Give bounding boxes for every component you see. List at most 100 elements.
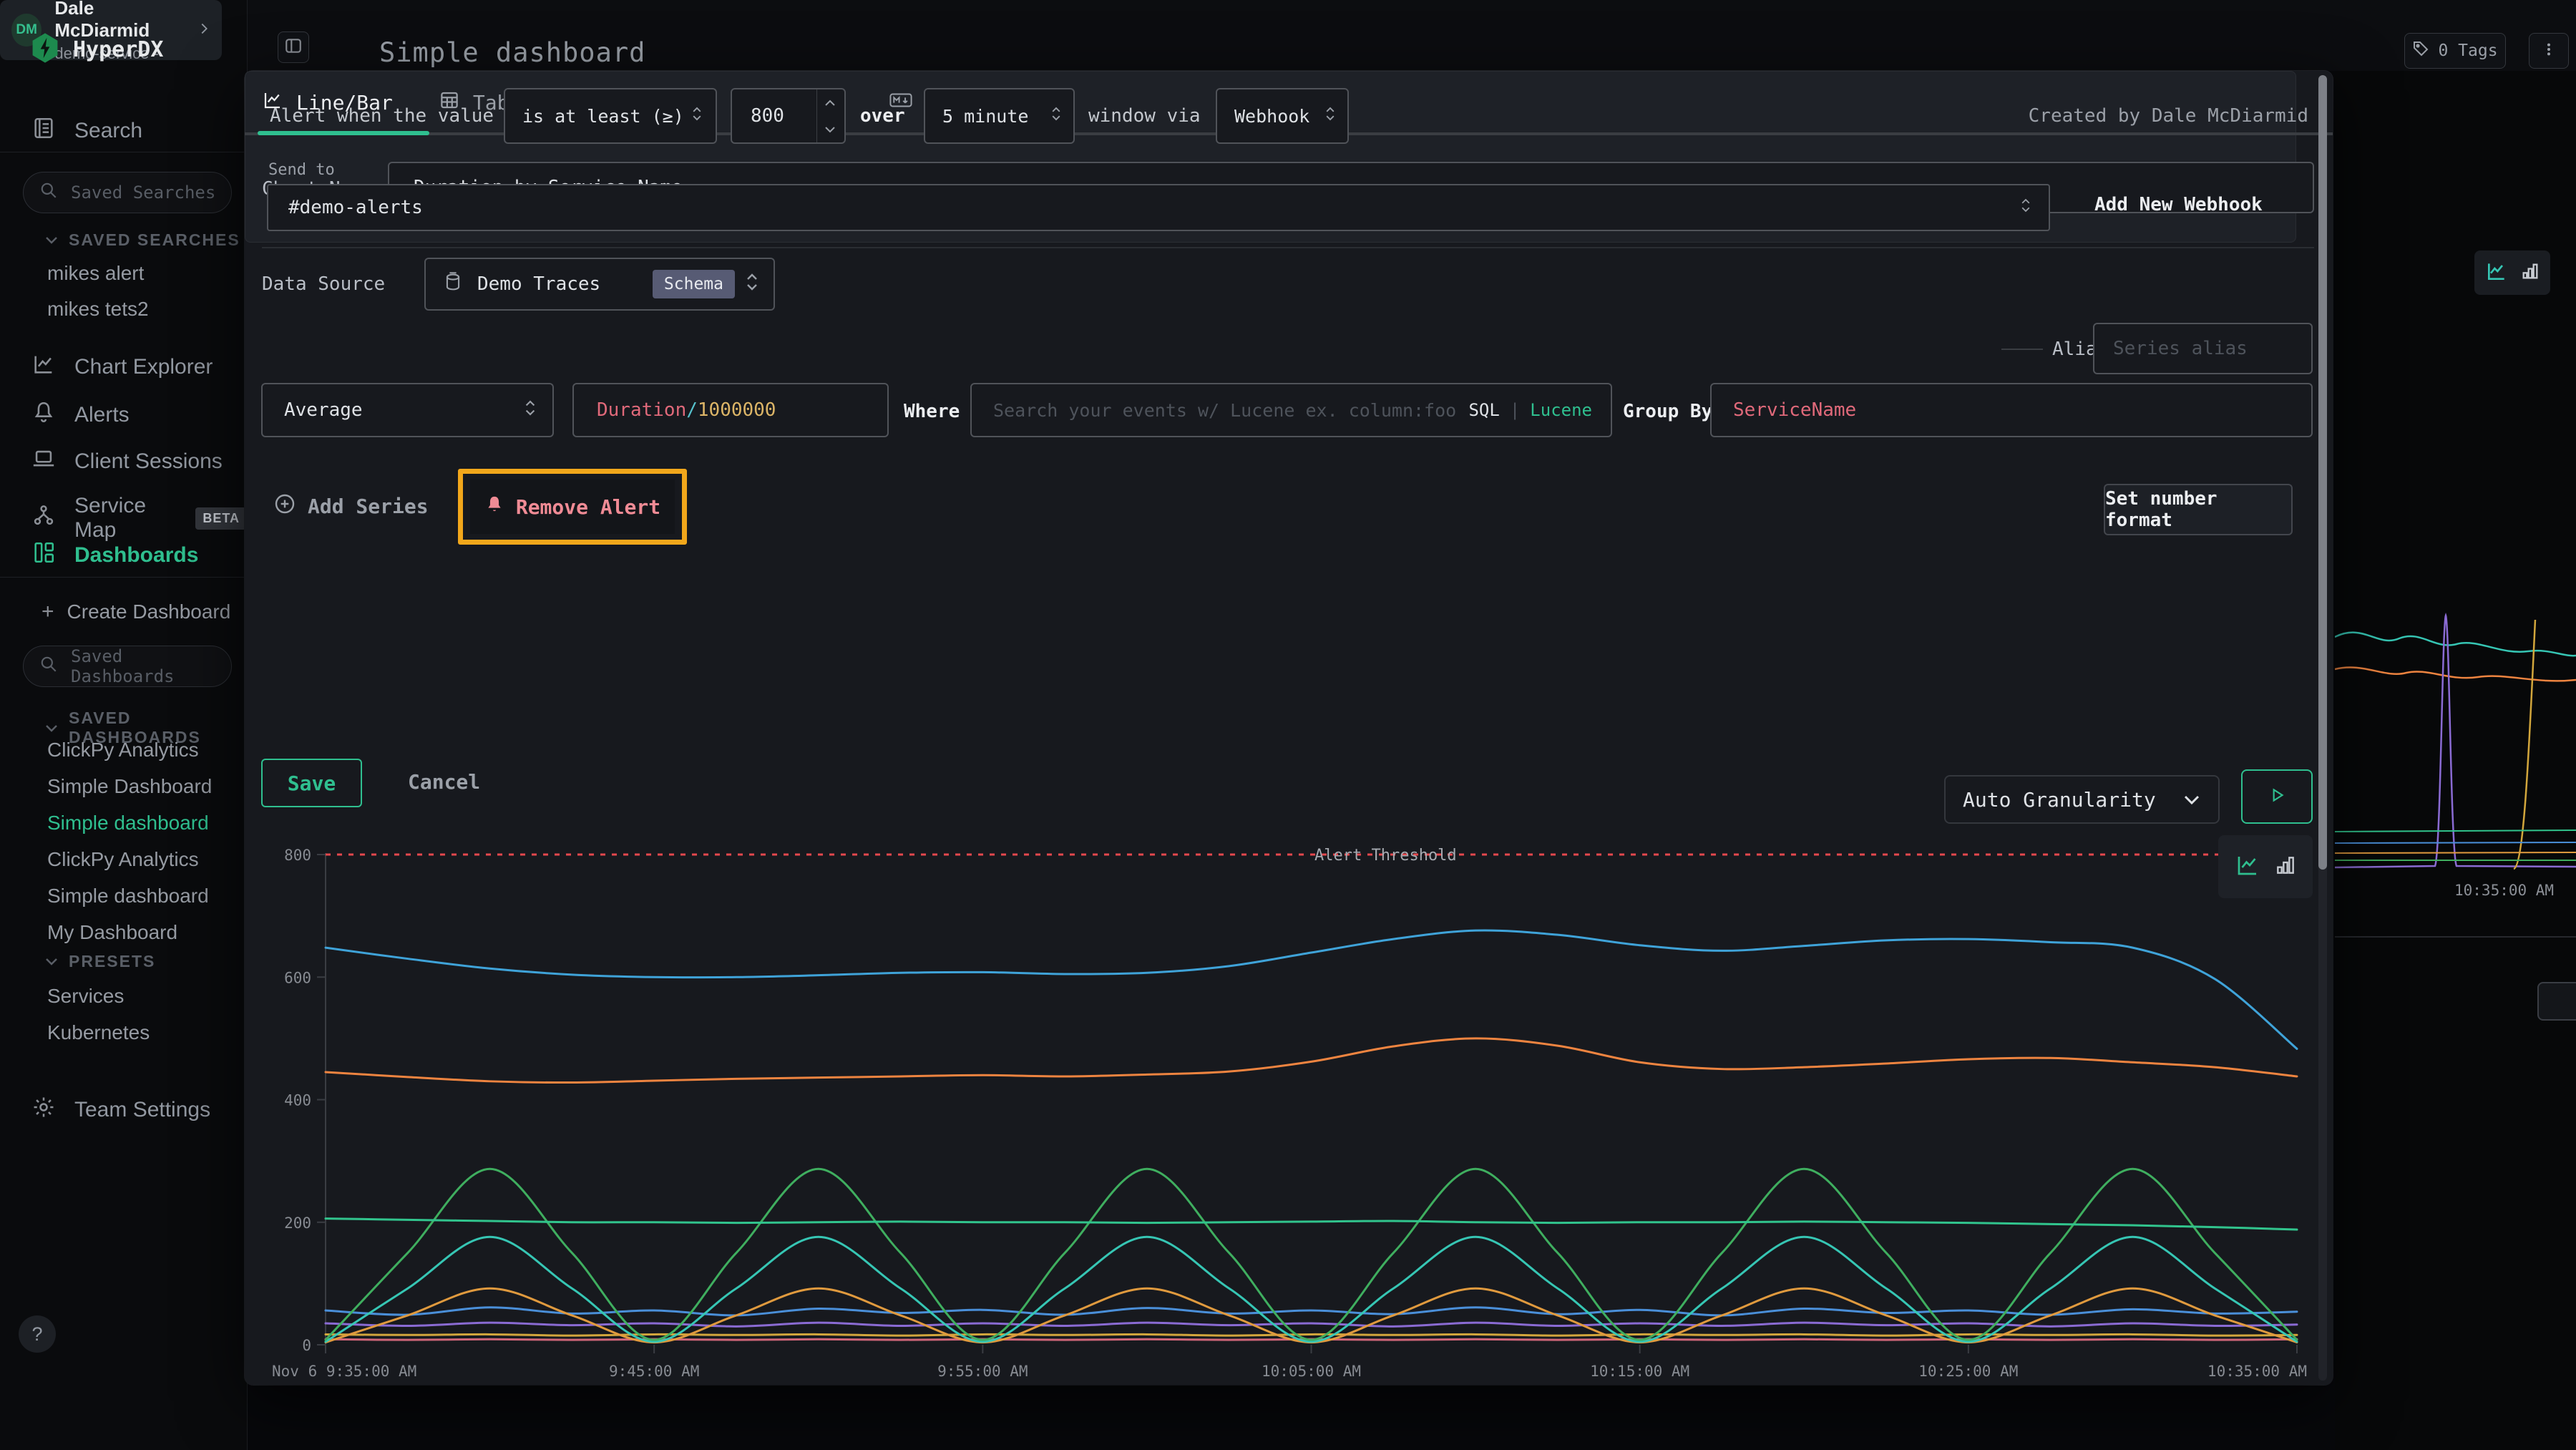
save-button[interactable]: Save bbox=[261, 759, 362, 807]
help-button[interactable]: ? bbox=[19, 1315, 56, 1353]
query-language-switch[interactable]: SQL | Lucene bbox=[1468, 400, 1592, 420]
saved-search-item[interactable]: mikes alert bbox=[47, 262, 149, 285]
kebab-menu-button[interactable] bbox=[2529, 33, 2569, 69]
expr-value: 1000000 bbox=[698, 399, 776, 421]
threshold-number-input[interactable]: 800 bbox=[731, 88, 846, 144]
annotation-highlight-box: Remove Alert bbox=[458, 469, 687, 545]
data-source-select[interactable]: Demo Traces Schema bbox=[424, 258, 775, 311]
sidebar-item-chart-explorer[interactable]: Chart Explorer bbox=[31, 352, 213, 382]
add-series-button[interactable]: Add Series bbox=[273, 480, 429, 532]
sidebar-item-label: Client Sessions bbox=[74, 449, 223, 474]
saved-dashboard-item[interactable]: Simple dashboard bbox=[47, 885, 212, 908]
saved-searches-list: mikes alertmikes tets2 bbox=[0, 262, 102, 321]
tags-button[interactable]: 0 Tags bbox=[2404, 33, 2506, 69]
saved-dashboards-input[interactable]: Saved Dashboards bbox=[23, 646, 232, 687]
svg-text:10:25:00 AM: 10:25:00 AM bbox=[1918, 1363, 2018, 1380]
chevron-right-icon bbox=[196, 21, 212, 40]
comparator-select[interactable]: is at least (≥) bbox=[504, 88, 717, 144]
sidebar-item-dashboards[interactable]: Dashboards bbox=[31, 540, 198, 570]
background-mini-chart bbox=[2335, 594, 2576, 880]
saved-search-item[interactable]: mikes tets2 bbox=[47, 298, 149, 321]
over-label: over bbox=[860, 105, 905, 127]
chevron-up-down-icon bbox=[691, 104, 703, 127]
tab-active-underline bbox=[258, 131, 429, 135]
alert-config-panel: Alert when the value is at least (≥) 800… bbox=[245, 71, 2296, 243]
saved-dashboard-item[interactable]: My Dashboard bbox=[47, 921, 212, 944]
laptop-icon bbox=[31, 447, 56, 477]
alert-prefix-label: Alert when the value bbox=[270, 105, 494, 127]
saved-searches-header[interactable]: SAVED SEARCHES bbox=[44, 230, 240, 250]
number-stepper[interactable] bbox=[816, 89, 836, 142]
run-query-button[interactable] bbox=[2241, 769, 2313, 824]
lucene-option[interactable]: Lucene bbox=[1530, 400, 1592, 420]
chevron-down-icon bbox=[2182, 788, 2201, 812]
preset-item[interactable]: Services bbox=[47, 985, 150, 1008]
saved-dashboards-list: ClickPy AnalyticsSimple DashboardSimple … bbox=[0, 739, 165, 944]
create-dashboard-button[interactable]: + Create Dashboard bbox=[42, 600, 230, 624]
saved-dashboard-item[interactable]: ClickPy Analytics bbox=[47, 739, 212, 762]
sidebar-item-service-map[interactable]: Service Map BETA bbox=[31, 494, 247, 542]
add-new-webhook-button[interactable]: Add New Webhook bbox=[2094, 194, 2263, 215]
preset-item[interactable]: Kubernetes bbox=[47, 1021, 150, 1044]
bell-icon bbox=[31, 400, 56, 430]
saved-dashboard-item[interactable]: Simple Dashboard bbox=[47, 775, 212, 798]
plus-icon: + bbox=[42, 600, 54, 624]
bar-chart-icon bbox=[2520, 260, 2540, 286]
background-chart-type-toggle[interactable] bbox=[2474, 250, 2550, 295]
gear-icon bbox=[31, 1095, 56, 1125]
modal-scrollbar-thumb[interactable] bbox=[2318, 75, 2327, 870]
saved-searches-placeholder: Saved Searches bbox=[71, 183, 215, 203]
sidebar-item-alerts[interactable]: Alerts bbox=[31, 400, 130, 430]
where-search-input[interactable]: Search your events w/ Lucene ex. column:… bbox=[970, 383, 1612, 437]
sidebar-collapse-button[interactable] bbox=[278, 31, 309, 63]
logo[interactable]: HyperDX bbox=[31, 33, 163, 67]
set-number-format-button[interactable]: Set number format bbox=[2104, 484, 2293, 535]
granularity-select[interactable]: Auto Granularity bbox=[1944, 775, 2220, 824]
svg-text:Nov 6 9:35:00 AM: Nov 6 9:35:00 AM bbox=[272, 1363, 416, 1380]
chevron-down-icon bbox=[44, 952, 59, 971]
background-divider bbox=[2335, 936, 2576, 938]
sidebar-item-team-settings[interactable]: Team Settings bbox=[31, 1095, 210, 1125]
preview-chart: 0200400600800Nov 6 9:35:00 AM9:45:00 AM9… bbox=[245, 834, 2333, 1382]
divider bbox=[262, 247, 2314, 248]
where-label: Where bbox=[904, 401, 960, 422]
collapse-panel-icon bbox=[284, 37, 303, 59]
window-select[interactable]: 5 minute bbox=[924, 88, 1075, 144]
sidebar-item-search[interactable]: Search bbox=[31, 116, 142, 146]
saved-searches-input[interactable]: Saved Searches bbox=[23, 172, 232, 213]
chevron-up-down-icon bbox=[745, 271, 759, 298]
line-chart-icon[interactable] bbox=[2234, 852, 2261, 881]
line-chart-icon bbox=[31, 352, 56, 382]
svg-text:10:05:00 AM: 10:05:00 AM bbox=[1262, 1363, 1361, 1380]
app-name: HyperDX bbox=[73, 37, 163, 62]
chevron-up-down-icon bbox=[1050, 104, 1062, 127]
svg-text:9:55:00 AM: 9:55:00 AM bbox=[937, 1363, 1028, 1380]
sql-option[interactable]: SQL bbox=[1468, 400, 1499, 420]
sidebar-item-label: Alerts bbox=[74, 403, 130, 427]
saved-dashboard-item[interactable]: Simple dashboard bbox=[47, 812, 212, 835]
svg-text:200: 200 bbox=[284, 1215, 311, 1232]
remove-alert-button[interactable]: Remove Alert bbox=[470, 480, 675, 534]
svg-text:10:35:00 AM: 10:35:00 AM bbox=[2207, 1363, 2307, 1380]
circle-plus-icon bbox=[273, 492, 296, 520]
svg-text:400: 400 bbox=[284, 1092, 311, 1109]
created-by-label: Created by Dale McDiarmid bbox=[2029, 105, 2308, 127]
presets-list: ServicesKubernetes bbox=[0, 985, 102, 1044]
expression-input[interactable]: Duration/1000000 bbox=[572, 383, 889, 437]
bar-chart-icon[interactable] bbox=[2274, 852, 2297, 881]
sidebar-item-client-sessions[interactable]: Client Sessions bbox=[31, 447, 223, 477]
sidebar-item-label: Service Map bbox=[74, 494, 177, 542]
service-map-icon bbox=[31, 503, 56, 533]
aggregation-select[interactable]: Average bbox=[261, 383, 554, 437]
sidebar-item-label: Team Settings bbox=[74, 1098, 210, 1122]
series-alias-input[interactable]: Series alias bbox=[2093, 323, 2313, 374]
presets-header[interactable]: PRESETS bbox=[44, 952, 155, 971]
sidebar: HyperDX Search Saved Searches SAVED SEAR… bbox=[0, 0, 248, 1450]
channel-select[interactable]: Webhook bbox=[1216, 88, 1349, 144]
send-to-select[interactable]: #demo-alerts bbox=[267, 184, 2050, 231]
expr-field: Duration bbox=[597, 399, 686, 421]
cancel-button[interactable]: Cancel bbox=[394, 759, 494, 804]
group-by-input[interactable]: ServiceName bbox=[1710, 383, 2313, 437]
alias-dash bbox=[2001, 349, 2043, 350]
saved-dashboard-item[interactable]: ClickPy Analytics bbox=[47, 848, 212, 871]
